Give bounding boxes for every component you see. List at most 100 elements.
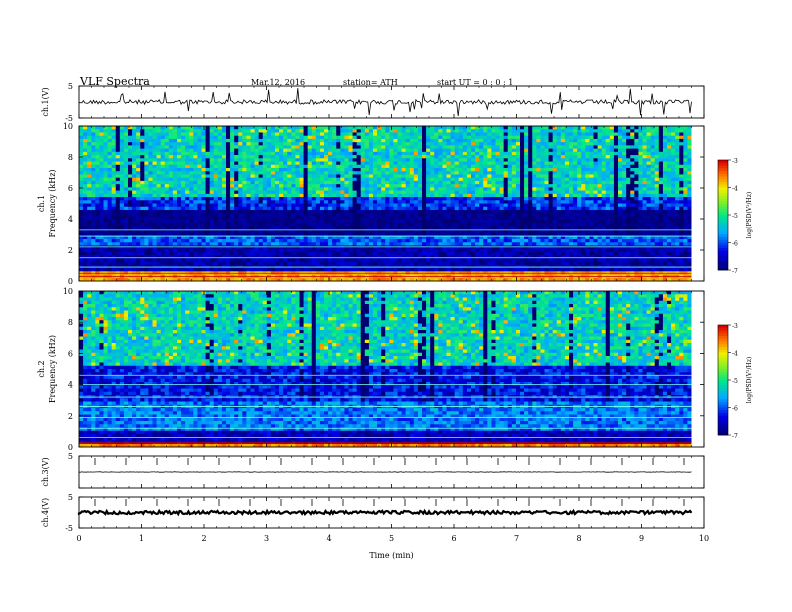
spectrogram-cell: [205, 203, 211, 208]
spectrogram-cell: [217, 180, 223, 185]
spectrogram-cell: [397, 206, 402, 211]
spectrogram-cell: [213, 132, 219, 137]
spectrogram-cell: [160, 219, 166, 224]
spectrogram-cell: [450, 219, 456, 224]
spectrogram-cell: [270, 197, 276, 201]
spectrogram-cell: [397, 251, 402, 256]
spectrogram-cell: [352, 226, 358, 230]
spectrogram-cell: [119, 193, 125, 198]
spectrogram-cell: [348, 219, 353, 224]
spectrogram-cell: [164, 174, 170, 179]
spectrogram-cell: [275, 129, 280, 133]
spectrogram-cell: [234, 155, 239, 159]
spectrogram-cell: [148, 174, 153, 179]
spectrogram-cell: [258, 235, 264, 240]
spectrogram-cell: [417, 187, 423, 191]
spectrogram-cell: [483, 190, 488, 195]
spectrogram-cell: [475, 190, 480, 195]
spectrogram-cell: [95, 155, 100, 159]
spectrogram-cell: [319, 219, 325, 224]
spectrogram-cell: [99, 138, 104, 143]
spectrogram-cell: [466, 190, 472, 195]
spectrogram-cell: [217, 258, 223, 263]
spectrogram-cell: [193, 145, 198, 150]
spectrogram-cell: [324, 239, 329, 243]
spectrogram-cell: [95, 145, 100, 150]
spectrogram-cell: [462, 174, 468, 179]
spectrogram-cell: [205, 167, 211, 172]
spectrogram-cell: [181, 187, 186, 191]
spectrogram-cell: [246, 258, 251, 263]
spectrogram-cell: [238, 226, 243, 230]
spectrogram-cell: [324, 180, 329, 185]
spectrogram-cell: [128, 161, 133, 166]
spectrogram-cell: [209, 135, 215, 140]
spectrogram-cell: [140, 190, 145, 195]
spectrogram-cell: [299, 258, 304, 263]
spectrogram-cell: [426, 268, 431, 272]
spectrogram-cell: [405, 142, 411, 146]
spectrogram-cell: [258, 126, 264, 130]
spectrogram-cell: [152, 213, 157, 217]
spectrogram-cell: [360, 187, 366, 191]
spectrogram-cell: [426, 193, 431, 198]
spectrogram-cell: [275, 151, 280, 156]
spectrogram-cell: [397, 193, 402, 198]
spectrogram-cell: [291, 268, 296, 272]
spectrogram-cell: [442, 222, 447, 227]
spectrogram-cell: [303, 219, 309, 224]
spectrogram-cell: [344, 167, 349, 172]
spectrogram-cell: [446, 164, 451, 169]
spectrogram-cell: [172, 180, 178, 185]
spectrogram-cell: [295, 239, 300, 243]
spectrogram-cell: [250, 242, 255, 246]
spectrogram-cell: [254, 161, 260, 166]
spectrogram-cell: [270, 251, 276, 256]
spectrogram-cell: [303, 164, 309, 169]
spectrogram-cell: [471, 155, 476, 159]
spectrogram-cell: [246, 255, 251, 259]
spectrogram-cell: [181, 251, 186, 256]
spectrogram-cell: [185, 219, 190, 224]
spectrogram-cell: [405, 242, 411, 246]
spectrogram-cell: [393, 132, 398, 137]
spectrogram-cell: [226, 138, 231, 143]
spectrogram-cell: [287, 235, 292, 240]
spectrogram-cell: [275, 164, 280, 169]
spectrogram-cell: [462, 180, 468, 185]
spectrogram-cell: [217, 151, 223, 156]
spectrogram-cell: [426, 177, 431, 182]
spectrogram-cell: [254, 135, 260, 140]
spectrogram-cell: [458, 155, 464, 159]
spectrogram-cell: [483, 268, 488, 272]
spectrogram-cell: [319, 135, 325, 140]
spectrogram-cell: [152, 235, 157, 240]
spectrogram-cell: [164, 193, 170, 198]
spectrogram-cell: [430, 235, 435, 240]
spectrogram-cell: [279, 258, 284, 263]
spectrogram-cell: [466, 180, 472, 185]
spectrogram-cell: [458, 190, 464, 195]
spectrogram-cell: [487, 222, 492, 227]
spectrogram-cell: [311, 197, 317, 201]
spectrogram-cell: [405, 148, 411, 153]
spectrogram-cell: [242, 200, 247, 204]
spectrogram-cell: [238, 197, 243, 201]
spectrogram-cell: [422, 258, 427, 263]
spectrogram-cell: [270, 171, 276, 175]
spectrogram-cell: [160, 129, 166, 133]
spectrogram-cell: [132, 226, 137, 230]
spectrogram-cell: [291, 151, 296, 156]
spectrogram-cell: [462, 151, 468, 156]
spectrogram-cell: [119, 135, 125, 140]
spectrogram-cell: [466, 222, 472, 227]
spectrogram-cell: [156, 251, 162, 256]
spectrogram-cell: [438, 222, 443, 227]
spectrogram-cell: [275, 142, 280, 146]
spectrogram-cell: [144, 158, 149, 162]
spectrogram-cell: [283, 184, 288, 188]
spectrogram-cell: [389, 132, 394, 137]
spectrogram-cell: [295, 229, 300, 233]
spectrogram-cell: [303, 255, 309, 259]
spectrogram-cell: [123, 222, 129, 227]
